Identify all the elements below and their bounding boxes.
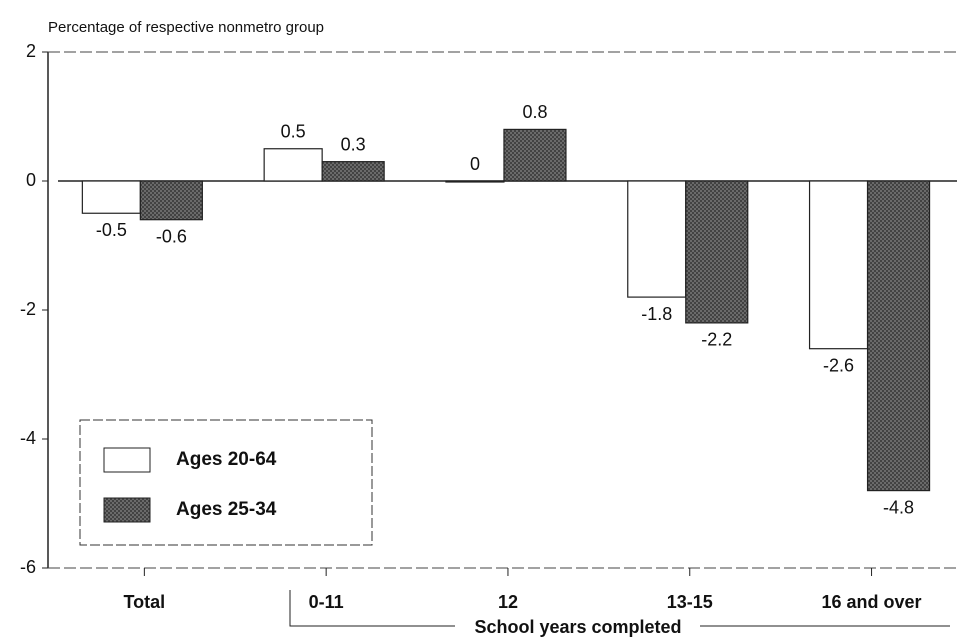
x-tick-label: 0-11 <box>309 592 344 612</box>
value-label: 0 <box>470 154 480 174</box>
bar <box>808 180 869 350</box>
bar-texture <box>685 181 748 323</box>
legend-swatch-texture <box>104 498 150 522</box>
bar <box>81 180 141 214</box>
x-tick-label: 12 <box>498 592 518 612</box>
bar-texture <box>140 181 203 220</box>
value-label: 0.8 <box>522 102 547 122</box>
value-label: -2.6 <box>823 355 854 375</box>
value-label: 0.5 <box>281 122 306 142</box>
value-label: -2.2 <box>701 330 732 350</box>
x-bracket <box>289 590 950 627</box>
x-tick-label: Total <box>124 592 166 612</box>
legend-label: Ages 25-34 <box>176 499 277 520</box>
bar-texture <box>503 129 566 181</box>
y-axis-label: Percentage of respective nonmetro group <box>48 19 324 36</box>
y-tick-label: -2 <box>20 299 36 319</box>
y-tick-label: 2 <box>26 41 36 61</box>
bar-texture <box>867 181 930 491</box>
y-tick-label: 0 <box>26 170 36 190</box>
value-label: -0.6 <box>156 226 187 246</box>
value-label: 0.3 <box>341 134 366 154</box>
x-axis-label: School years completed <box>474 617 681 637</box>
value-label: -0.5 <box>96 220 127 240</box>
legend-box <box>79 419 373 546</box>
bar <box>627 180 687 298</box>
y-tick-label: -6 <box>20 557 36 577</box>
bar <box>445 180 505 183</box>
y-tick-label: -4 <box>20 428 36 448</box>
x-tick-label: 13-15 <box>667 592 713 612</box>
bar-texture <box>322 161 385 181</box>
legend-label: Ages 20-64 <box>176 449 277 470</box>
value-label: -1.8 <box>641 304 672 324</box>
bar <box>263 148 323 182</box>
value-label: -4.8 <box>883 497 914 517</box>
legend-swatch <box>103 447 151 473</box>
x-tick-label: 16 and over <box>822 592 922 612</box>
